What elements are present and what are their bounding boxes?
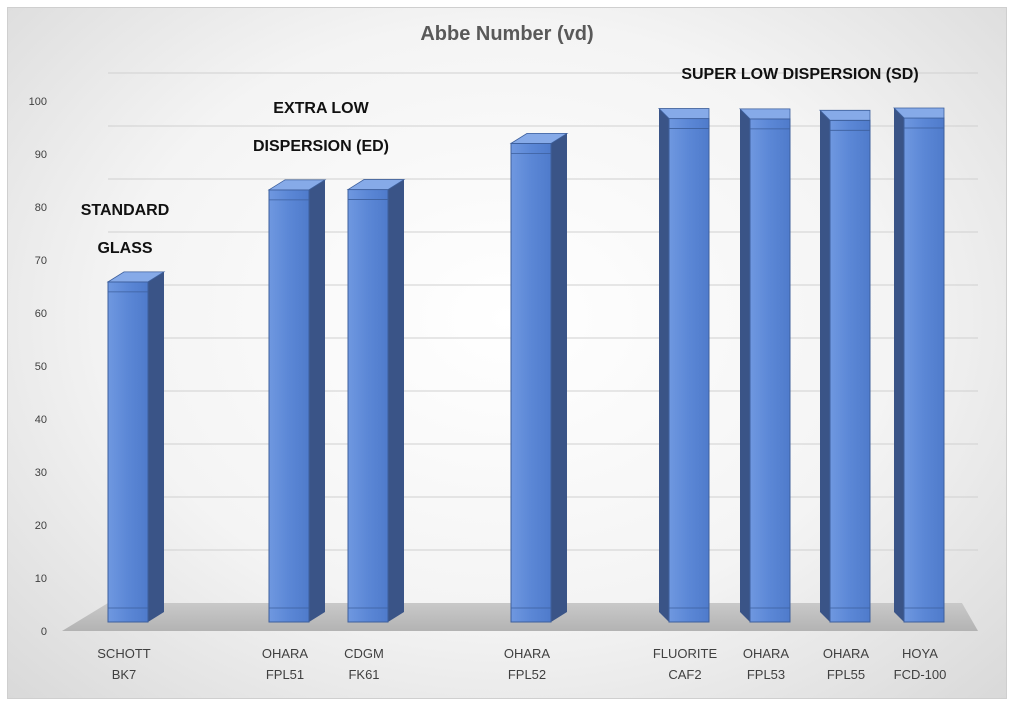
y-tick-label: 90	[35, 149, 47, 161]
x-tick-label-line: FPL52	[508, 667, 546, 682]
bar-side	[309, 179, 325, 622]
bar-front	[107, 281, 149, 623]
x-tick-label-line: CDGM	[344, 646, 384, 661]
bar-side	[148, 271, 164, 622]
x-tick-label: HOYA FCD-100	[894, 646, 947, 682]
annotation-text: EXTRA LOW	[273, 100, 369, 117]
bar-top	[346, 179, 406, 190]
bar-7	[893, 107, 945, 623]
y-tick-label: 0	[41, 626, 47, 638]
bar-top	[267, 179, 327, 191]
annotation-text: SUPER LOW DISPERSION (SD)	[681, 66, 918, 83]
x-tick-label: OHARA FPL53	[743, 646, 790, 682]
bar-top	[658, 108, 710, 119]
x-tick-label: FLUORITE CAF2	[653, 646, 718, 682]
bar-front	[347, 189, 389, 623]
x-tick-label-line: OHARA	[823, 646, 870, 661]
x-axis: SCHOTT BK7 OHARA FPL51 CDGM FK61 OHARA FPL52 FLU…	[97, 646, 946, 682]
annotation-2: SUPER LOW DISPERSION (SD)	[681, 66, 918, 83]
bar-0	[106, 271, 166, 623]
bar-top	[509, 133, 569, 144]
x-tick-label-line: OHARA	[504, 646, 551, 661]
y-tick-label: 100	[29, 96, 47, 108]
y-tick-label: 40	[35, 414, 47, 426]
annotation-text: STANDARD	[81, 202, 170, 219]
bar-6	[819, 109, 871, 623]
bar-2	[346, 179, 406, 623]
bar-side	[740, 108, 750, 623]
bar-side	[388, 179, 404, 622]
x-tick-label-line: FK61	[348, 667, 379, 682]
bar-front	[510, 142, 552, 623]
x-tick-label-line: OHARA	[262, 646, 309, 661]
bar-side	[820, 110, 830, 622]
x-tick-label-line: FPL51	[266, 667, 304, 682]
y-tick-label: 80	[35, 202, 47, 214]
bar-3	[509, 133, 569, 623]
x-tick-label-line: FCD-100	[894, 667, 947, 682]
annotation-text: DISPERSION (ED)	[253, 138, 389, 155]
annotation-0: STANDARD GLASS	[81, 202, 170, 257]
bar-side	[551, 133, 567, 622]
y-tick-label: 30	[35, 467, 47, 479]
annotation-text: GLASS	[97, 240, 152, 257]
x-tick-label-line: OHARA	[743, 646, 790, 661]
x-tick-label: OHARA FPL55	[823, 646, 870, 682]
bar-top	[893, 107, 945, 119]
annotation-1: EXTRA LOW DISPERSION (ED)	[253, 100, 389, 155]
bars	[106, 107, 945, 623]
y-tick-label: 10	[35, 573, 47, 585]
x-tick-label: OHARA FPL51	[262, 646, 309, 682]
x-tick-label-line: FLUORITE	[653, 646, 718, 661]
bar-5	[739, 108, 791, 623]
y-tick-label: 50	[35, 361, 47, 373]
y-tick-label: 20	[35, 520, 47, 532]
bar-front	[829, 119, 871, 623]
bar-top	[106, 271, 166, 283]
x-tick-label: CDGM FK61	[344, 646, 384, 682]
x-tick-label-line: HOYA	[902, 646, 938, 661]
bar-front	[903, 117, 945, 623]
x-tick-label-line: FPL53	[747, 667, 785, 682]
bar-top	[819, 109, 871, 121]
chart-title: Abbe Number (vd)	[420, 23, 593, 45]
bar-front	[749, 118, 791, 623]
bar-side	[659, 108, 669, 623]
x-tick-label-line: SCHOTT	[97, 646, 151, 661]
y-tick-label: 70	[35, 255, 47, 267]
bar-4	[658, 108, 710, 623]
y-axis: 0 10 20 30 40 50 60 70 80 90 100	[29, 96, 47, 638]
bar-top	[739, 108, 791, 120]
y-tick-label: 60	[35, 308, 47, 320]
x-tick-label-line: FPL55	[827, 667, 865, 682]
x-tick-label-line: CAF2	[668, 667, 701, 682]
annotations: STANDARD GLASS EXTRA LOW DISPERSION (ED) SUP…	[81, 66, 919, 257]
x-tick-label: OHARA FPL52	[504, 646, 551, 682]
x-tick-label: SCHOTT BK7	[97, 646, 151, 682]
bar-front	[268, 189, 310, 623]
bar-1	[267, 179, 327, 623]
bar-side	[894, 107, 904, 623]
x-tick-label-line: BK7	[112, 667, 137, 682]
bar-front	[668, 118, 710, 623]
